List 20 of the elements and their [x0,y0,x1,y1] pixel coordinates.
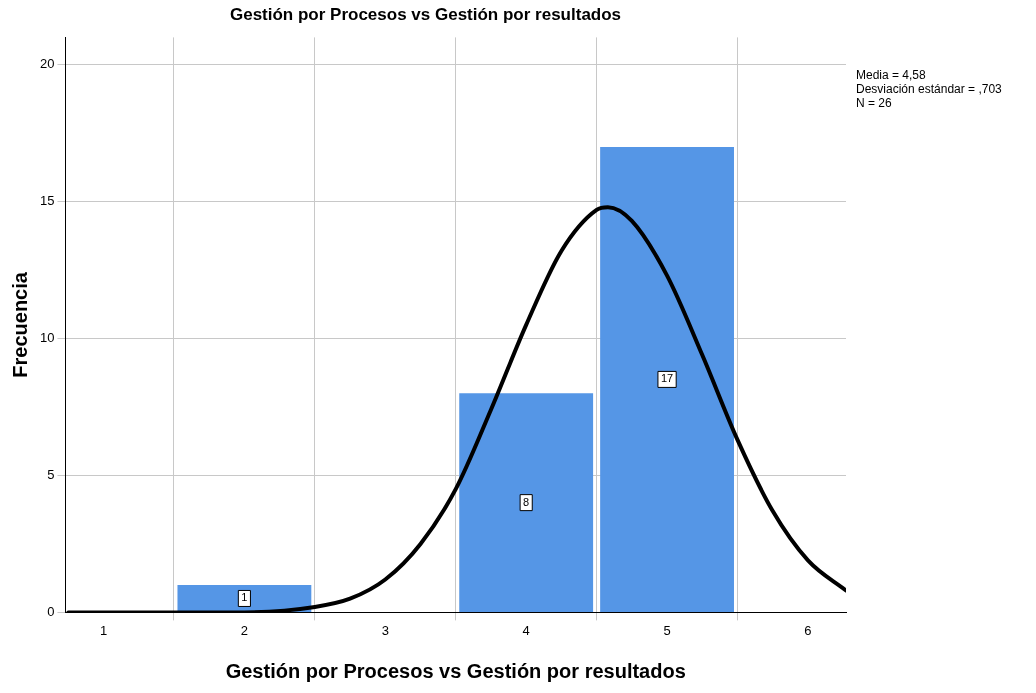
x-tick-label: 1 [99,622,108,638]
data-label: 8 [523,495,530,508]
data-label: 17 [660,372,674,385]
x-tick-label: 3 [381,622,389,638]
x-tick-label: 5 [663,622,671,638]
x-axis-title: Gestión por Procesos vs Gestión por resultados [225,659,686,682]
text: Desviación estándar = ,703 [856,82,1003,97]
y-tick-label: 5 [47,467,55,483]
text: Media = 4,58 [856,68,927,83]
y-tick-label: 15 [39,193,55,209]
chart-title: Gestión por Procesos vs Gestión por resultados [229,4,622,24]
y-axis-title: Frecuencia [8,271,31,378]
x-tick-label: 4 [522,622,530,638]
y-tick-label: 10 [39,330,55,346]
x-tick-label: 2 [240,622,249,638]
x-tick-label: 6 [804,622,812,638]
text: N = 26 [856,96,893,111]
y-tick-label: 0 [47,603,55,619]
data-label: 1 [241,591,248,604]
y-tick-label: 20 [39,56,55,72]
